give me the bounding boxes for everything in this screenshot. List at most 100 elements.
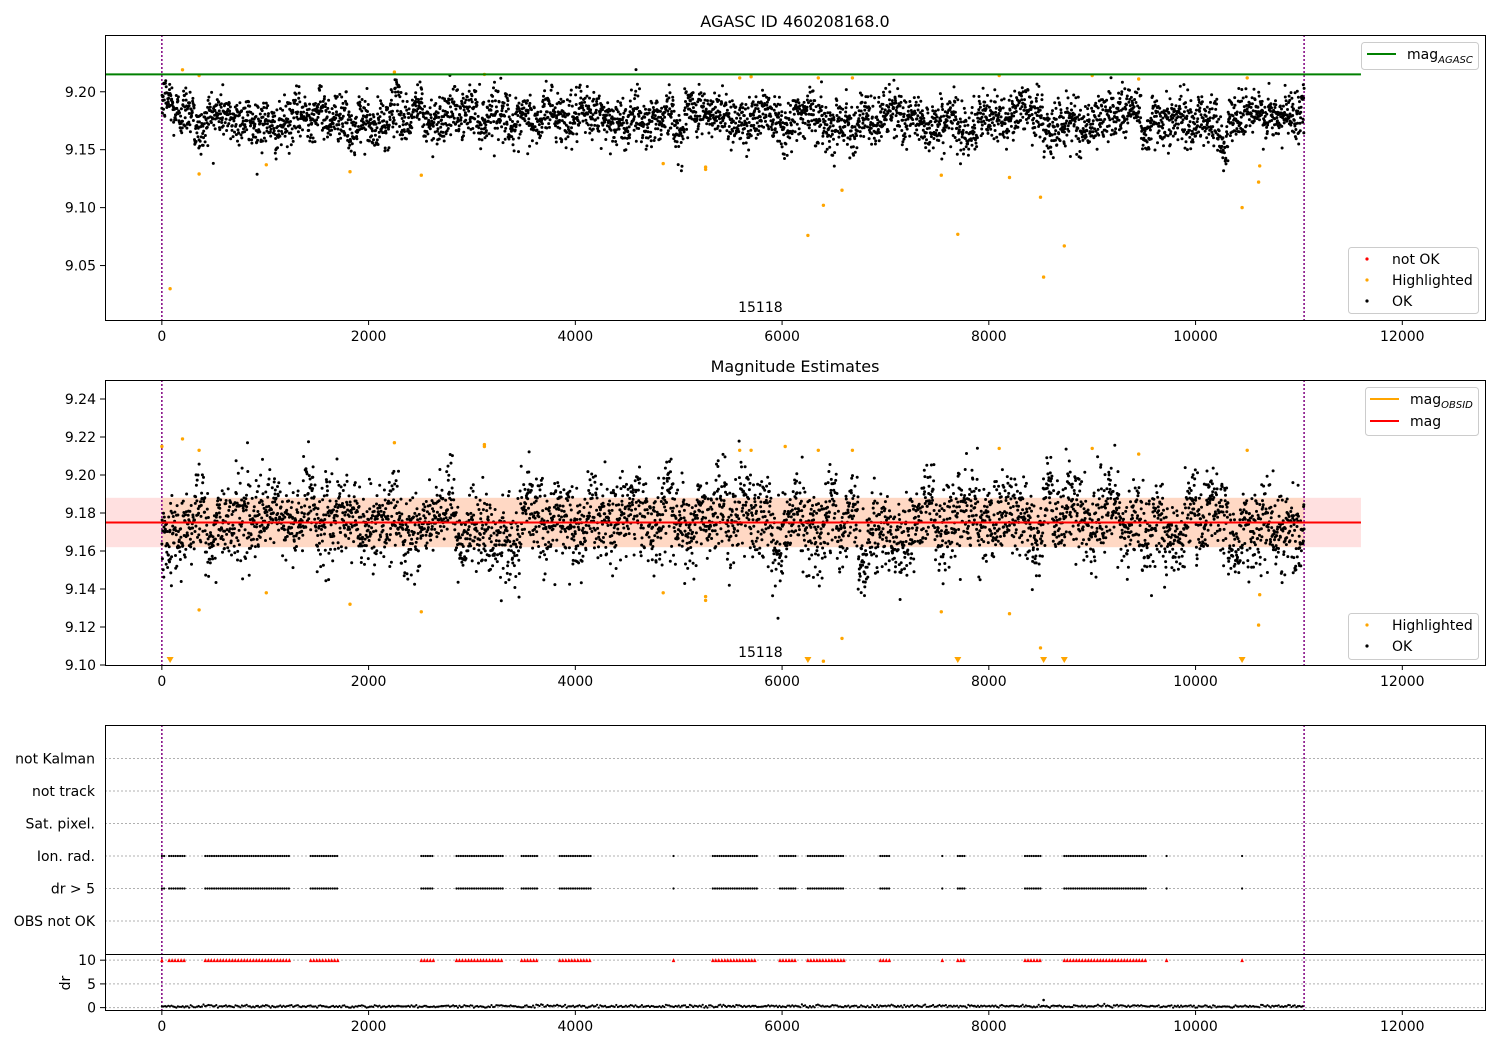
- ok-point: [697, 82, 701, 86]
- ok-point: [581, 119, 585, 123]
- ok-point: [740, 102, 744, 106]
- ok-point: [258, 535, 262, 539]
- ok-point: [718, 129, 722, 133]
- ok-point: [642, 104, 646, 108]
- ok-point: [206, 105, 210, 109]
- ok-point: [317, 102, 320, 106]
- ok-point: [668, 91, 672, 95]
- ok-point: [501, 141, 505, 145]
- ok-point: [894, 101, 898, 105]
- ok-point: [294, 92, 298, 96]
- ok-point: [713, 105, 717, 109]
- ok-point: [184, 92, 188, 96]
- ok-point: [191, 540, 195, 544]
- ok-point: [1252, 87, 1256, 91]
- ok-point: [347, 110, 351, 114]
- ok-point: [1123, 136, 1127, 140]
- ok-point: [1087, 118, 1091, 122]
- legend-label-ok: OK: [1392, 294, 1413, 310]
- ok-point: [385, 120, 389, 124]
- ok-point: [1030, 143, 1034, 147]
- ok-point: [237, 543, 241, 547]
- ok-point: [905, 147, 909, 151]
- ok-point: [589, 123, 593, 127]
- ok-point: [765, 103, 769, 107]
- ok-point: [937, 139, 941, 142]
- ok-point: [291, 491, 295, 495]
- ok-point: [850, 105, 854, 109]
- ok-point: [308, 139, 312, 143]
- ok-point: [341, 122, 344, 126]
- ok-point: [338, 112, 342, 116]
- ok-point: [1292, 107, 1295, 111]
- ok-point: [628, 133, 632, 137]
- ok-point: [252, 505, 256, 509]
- ok-point: [269, 134, 273, 138]
- ok-point: [724, 103, 728, 107]
- ok-point: [826, 111, 830, 115]
- ok-point: [1166, 107, 1169, 111]
- ok-point: [908, 100, 912, 103]
- ok-point: [819, 123, 823, 127]
- ok-point: [608, 113, 612, 117]
- ok-point: [355, 135, 359, 138]
- ok-point: [564, 137, 568, 141]
- ok-point: [280, 129, 283, 133]
- ok-point: [217, 100, 221, 104]
- ok-point: [855, 146, 859, 150]
- ok-point: [218, 503, 221, 507]
- ok-point: [671, 103, 675, 107]
- ok-point: [780, 114, 783, 118]
- ok-point: [725, 108, 729, 112]
- ok-point: [1050, 112, 1054, 116]
- ok-point: [887, 82, 891, 86]
- ok-point: [1235, 113, 1239, 116]
- ok-point: [711, 113, 715, 117]
- ok-point: [926, 107, 930, 111]
- ok-point: [785, 153, 789, 157]
- ok-point: [251, 120, 255, 124]
- ok-point: [958, 125, 962, 128]
- ok-point: [602, 128, 606, 132]
- ok-point: [1002, 130, 1005, 134]
- ok-point: [196, 135, 200, 139]
- ok-point: [580, 104, 584, 108]
- ok-point: [582, 108, 586, 112]
- ok-point: [301, 105, 305, 109]
- ok-point: [755, 121, 759, 125]
- ok-point: [341, 125, 345, 128]
- ok-point: [663, 125, 667, 129]
- ok-point: [1139, 116, 1143, 120]
- ok-point: [644, 107, 647, 111]
- ok-point: [201, 143, 205, 147]
- ok-point: [731, 129, 735, 133]
- ok-point: [708, 117, 712, 121]
- ok-point: [294, 126, 298, 130]
- ok-point: [261, 115, 265, 119]
- ok-point: [900, 129, 904, 132]
- ok-point: [947, 115, 951, 119]
- ok-point: [918, 111, 922, 115]
- ok-point: [288, 481, 292, 485]
- ok-point: [335, 110, 338, 114]
- ok-point: [1033, 126, 1037, 129]
- ok-point: [971, 119, 975, 123]
- ok-point: [729, 105, 733, 109]
- ok-point: [1179, 94, 1183, 98]
- ok-point: [341, 114, 345, 118]
- ok-point: [290, 532, 294, 535]
- ok-point: [303, 504, 307, 508]
- ok-point: [202, 475, 205, 479]
- ok-point: [777, 115, 780, 119]
- ok-point: [810, 119, 814, 123]
- ok-point: [418, 80, 422, 84]
- ok-point: [372, 138, 375, 142]
- ok-point: [294, 518, 298, 522]
- ok-point: [675, 140, 679, 144]
- ok-point: [312, 113, 316, 116]
- ok-point: [909, 109, 913, 112]
- ok-point: [956, 120, 960, 124]
- ok-point: [1301, 83, 1305, 87]
- ok-point: [216, 499, 220, 503]
- ok-point: [649, 130, 653, 134]
